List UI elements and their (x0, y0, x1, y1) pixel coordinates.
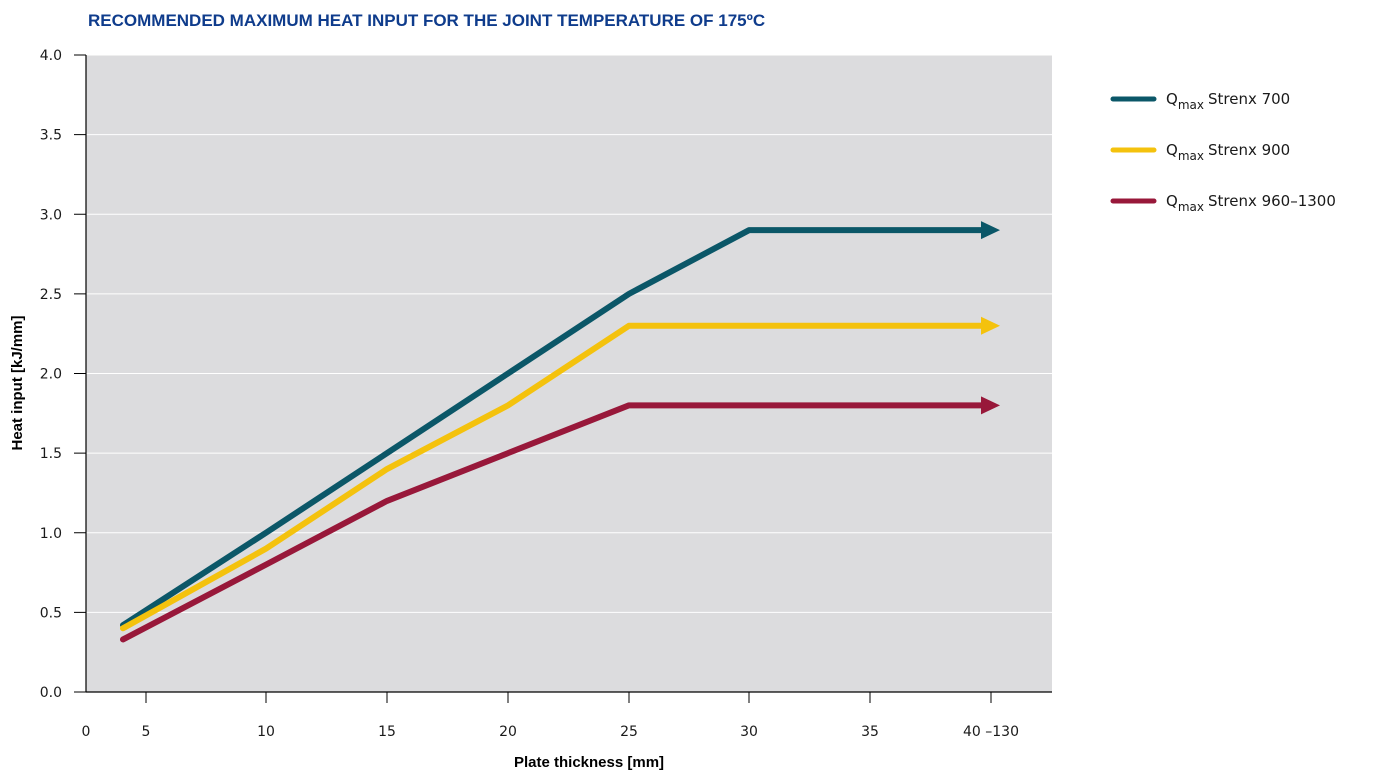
legend-prefix: Q (1166, 90, 1178, 108)
legend-series-name: Strenx 900 (1208, 141, 1290, 159)
y-tick-label: 0.0 (40, 685, 62, 701)
x-tick-label: 30 (740, 724, 758, 740)
y-tick-label: 2.5 (40, 287, 62, 303)
x-tick-label: 15 (378, 724, 396, 740)
series-line-0 (120, 227, 988, 629)
x-tick-label: 25 (620, 724, 638, 740)
legend-label-2: Qmax Strenx 960–1300 (1166, 192, 1336, 214)
legend-series-name: Strenx 700 (1208, 90, 1290, 108)
y-tick-label: 3.5 (40, 128, 62, 144)
gridlines (86, 54, 1052, 613)
series-arrowhead-1 (981, 316, 1000, 335)
y-tick-label: 2.0 (40, 367, 62, 383)
legend-prefix: Q (1166, 141, 1178, 159)
x-tick-label: 10 (257, 724, 275, 740)
series-lines (120, 221, 1000, 643)
y-tick-label: 0.5 (40, 605, 62, 621)
y-tick-label: 1.5 (40, 446, 62, 462)
y-tick-label: 4.0 (40, 48, 62, 64)
legend-subscript: max (1178, 149, 1204, 163)
legend: Qmax Strenx 700 Qmax Strenx 900 Qmax Strenx 9… (1110, 90, 1336, 214)
x-axis-label: Plate thickness [mm] (514, 754, 664, 771)
chart-title: RECOMMENDED MAXIMUM HEAT INPUT FOR THE J… (88, 11, 765, 30)
axes: 0.0 0.5 1.0 1.5 2.0 2.5 3.0 3.5 4.0 0 5 10 15 20 25 30 3… (40, 48, 1052, 740)
legend-subscript: max (1178, 98, 1204, 112)
series-arrowhead-0 (981, 221, 1000, 240)
series-line-2 (120, 402, 988, 643)
legend-subscript: max (1178, 200, 1204, 214)
legend-series-name: Strenx 960–1300 (1208, 192, 1336, 210)
x-tick-label: 35 (861, 724, 879, 740)
series-arrowhead-2 (981, 396, 1000, 415)
y-tick-label: 1.0 (40, 526, 62, 542)
y-axis-label: Heat input [kJ/mm] (9, 315, 26, 450)
x-tick-label: 40 –130 (963, 724, 1019, 740)
x-tick-label: 0 (82, 724, 91, 740)
y-tick-label: 3.0 (40, 207, 62, 223)
legend-label-1: Qmax Strenx 900 (1166, 141, 1290, 163)
series-line-1 (120, 322, 988, 632)
x-tick-label: 20 (499, 724, 517, 740)
legend-prefix: Q (1166, 192, 1178, 210)
x-tick-label: 5 (142, 724, 151, 740)
legend-label-0: Qmax Strenx 700 (1166, 90, 1290, 112)
